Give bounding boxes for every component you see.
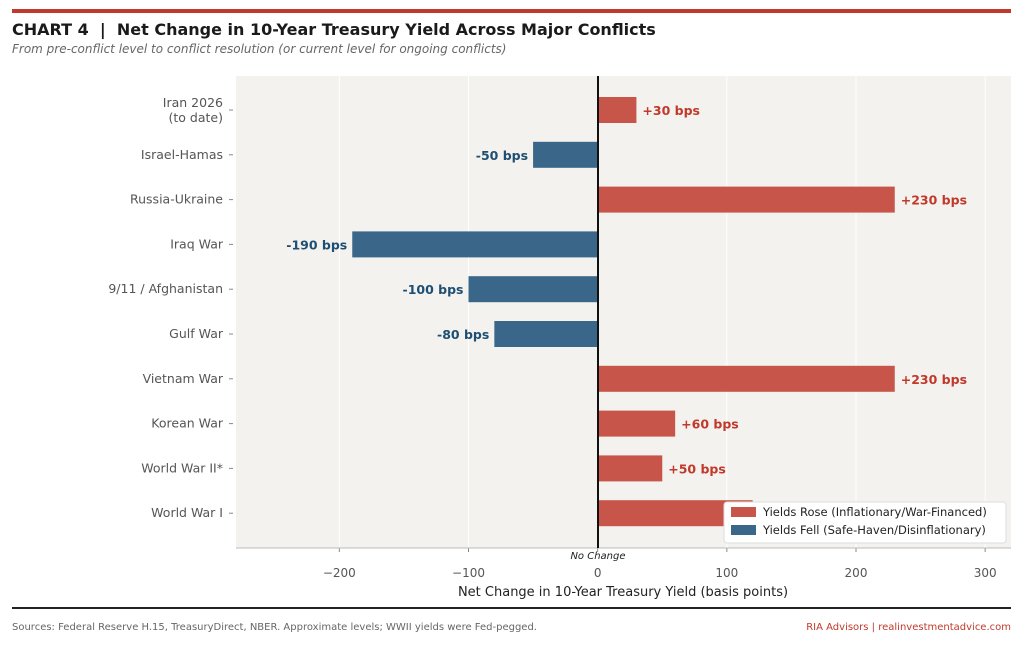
y-tick-label: Iraq War xyxy=(170,236,224,251)
bar xyxy=(533,141,598,168)
data-label: -190 bps xyxy=(286,237,347,252)
x-tick-label: 0 xyxy=(594,566,602,580)
data-label: +230 bps xyxy=(901,193,967,208)
x-tick-label: 200 xyxy=(845,566,868,580)
bar xyxy=(597,97,637,123)
legend-swatch-fell xyxy=(731,525,756,535)
data-label: -100 bps xyxy=(403,282,464,297)
chart-subtitle: From pre-conflict level to conflict reso… xyxy=(12,42,506,56)
data-label: -80 bps xyxy=(437,327,489,342)
y-tick-label: World War II* xyxy=(141,460,223,475)
x-tick-label: −100 xyxy=(452,566,485,580)
y-tick-label: Israel-Hamas xyxy=(141,147,223,162)
top-accent-bar xyxy=(12,9,1011,13)
bar xyxy=(597,455,663,482)
bar xyxy=(597,365,895,392)
y-tick-label: World War I xyxy=(151,505,223,520)
legend-item-fell: Yields Fell (Safe-Haven/Disinflationary) xyxy=(762,523,986,537)
legend-item-rose: Yields Rose (Inflationary/War-Financed) xyxy=(762,505,987,519)
chart-title: CHART 4 | Net Change in 10-Year Treasury… xyxy=(12,20,656,40)
x-tick-label: 300 xyxy=(974,566,997,580)
y-tick-label: Gulf War xyxy=(169,326,224,341)
x-tick-label: −200 xyxy=(323,566,356,580)
zero-annotation: No Change xyxy=(570,551,625,562)
footer-brand[interactable]: RIA Advisors | realinvestmentadvice.com xyxy=(806,622,1011,633)
y-tick-label: Korean War xyxy=(151,416,224,431)
data-label: +30 bps xyxy=(642,103,700,118)
y-tick-label: Russia-Ukraine xyxy=(130,192,223,207)
x-axis-label: Net Change in 10-Year Treasury Yield (ba… xyxy=(458,585,788,600)
bar xyxy=(494,321,598,347)
footer-sources: Sources: Federal Reserve H.15, TreasuryD… xyxy=(12,622,537,633)
y-tick-label: 9/11 / Afghanistan xyxy=(108,281,223,296)
bar xyxy=(352,231,598,258)
y-tick-label: Vietnam War xyxy=(143,371,224,386)
data-label: -50 bps xyxy=(476,148,528,163)
x-tick-label: 100 xyxy=(715,566,738,580)
legend-box xyxy=(723,501,1007,544)
y-tick-label: Iran 2026 (to date) xyxy=(163,95,223,125)
data-label: +60 bps xyxy=(681,417,739,432)
legend: Yields Rose (Inflationary/War-Financed) … xyxy=(723,501,1007,544)
legend-swatch-rose xyxy=(731,507,756,517)
bar xyxy=(597,410,676,437)
data-label: +230 bps xyxy=(901,372,967,387)
data-label: +50 bps xyxy=(668,461,726,476)
bar xyxy=(597,186,895,213)
bar xyxy=(468,276,598,303)
